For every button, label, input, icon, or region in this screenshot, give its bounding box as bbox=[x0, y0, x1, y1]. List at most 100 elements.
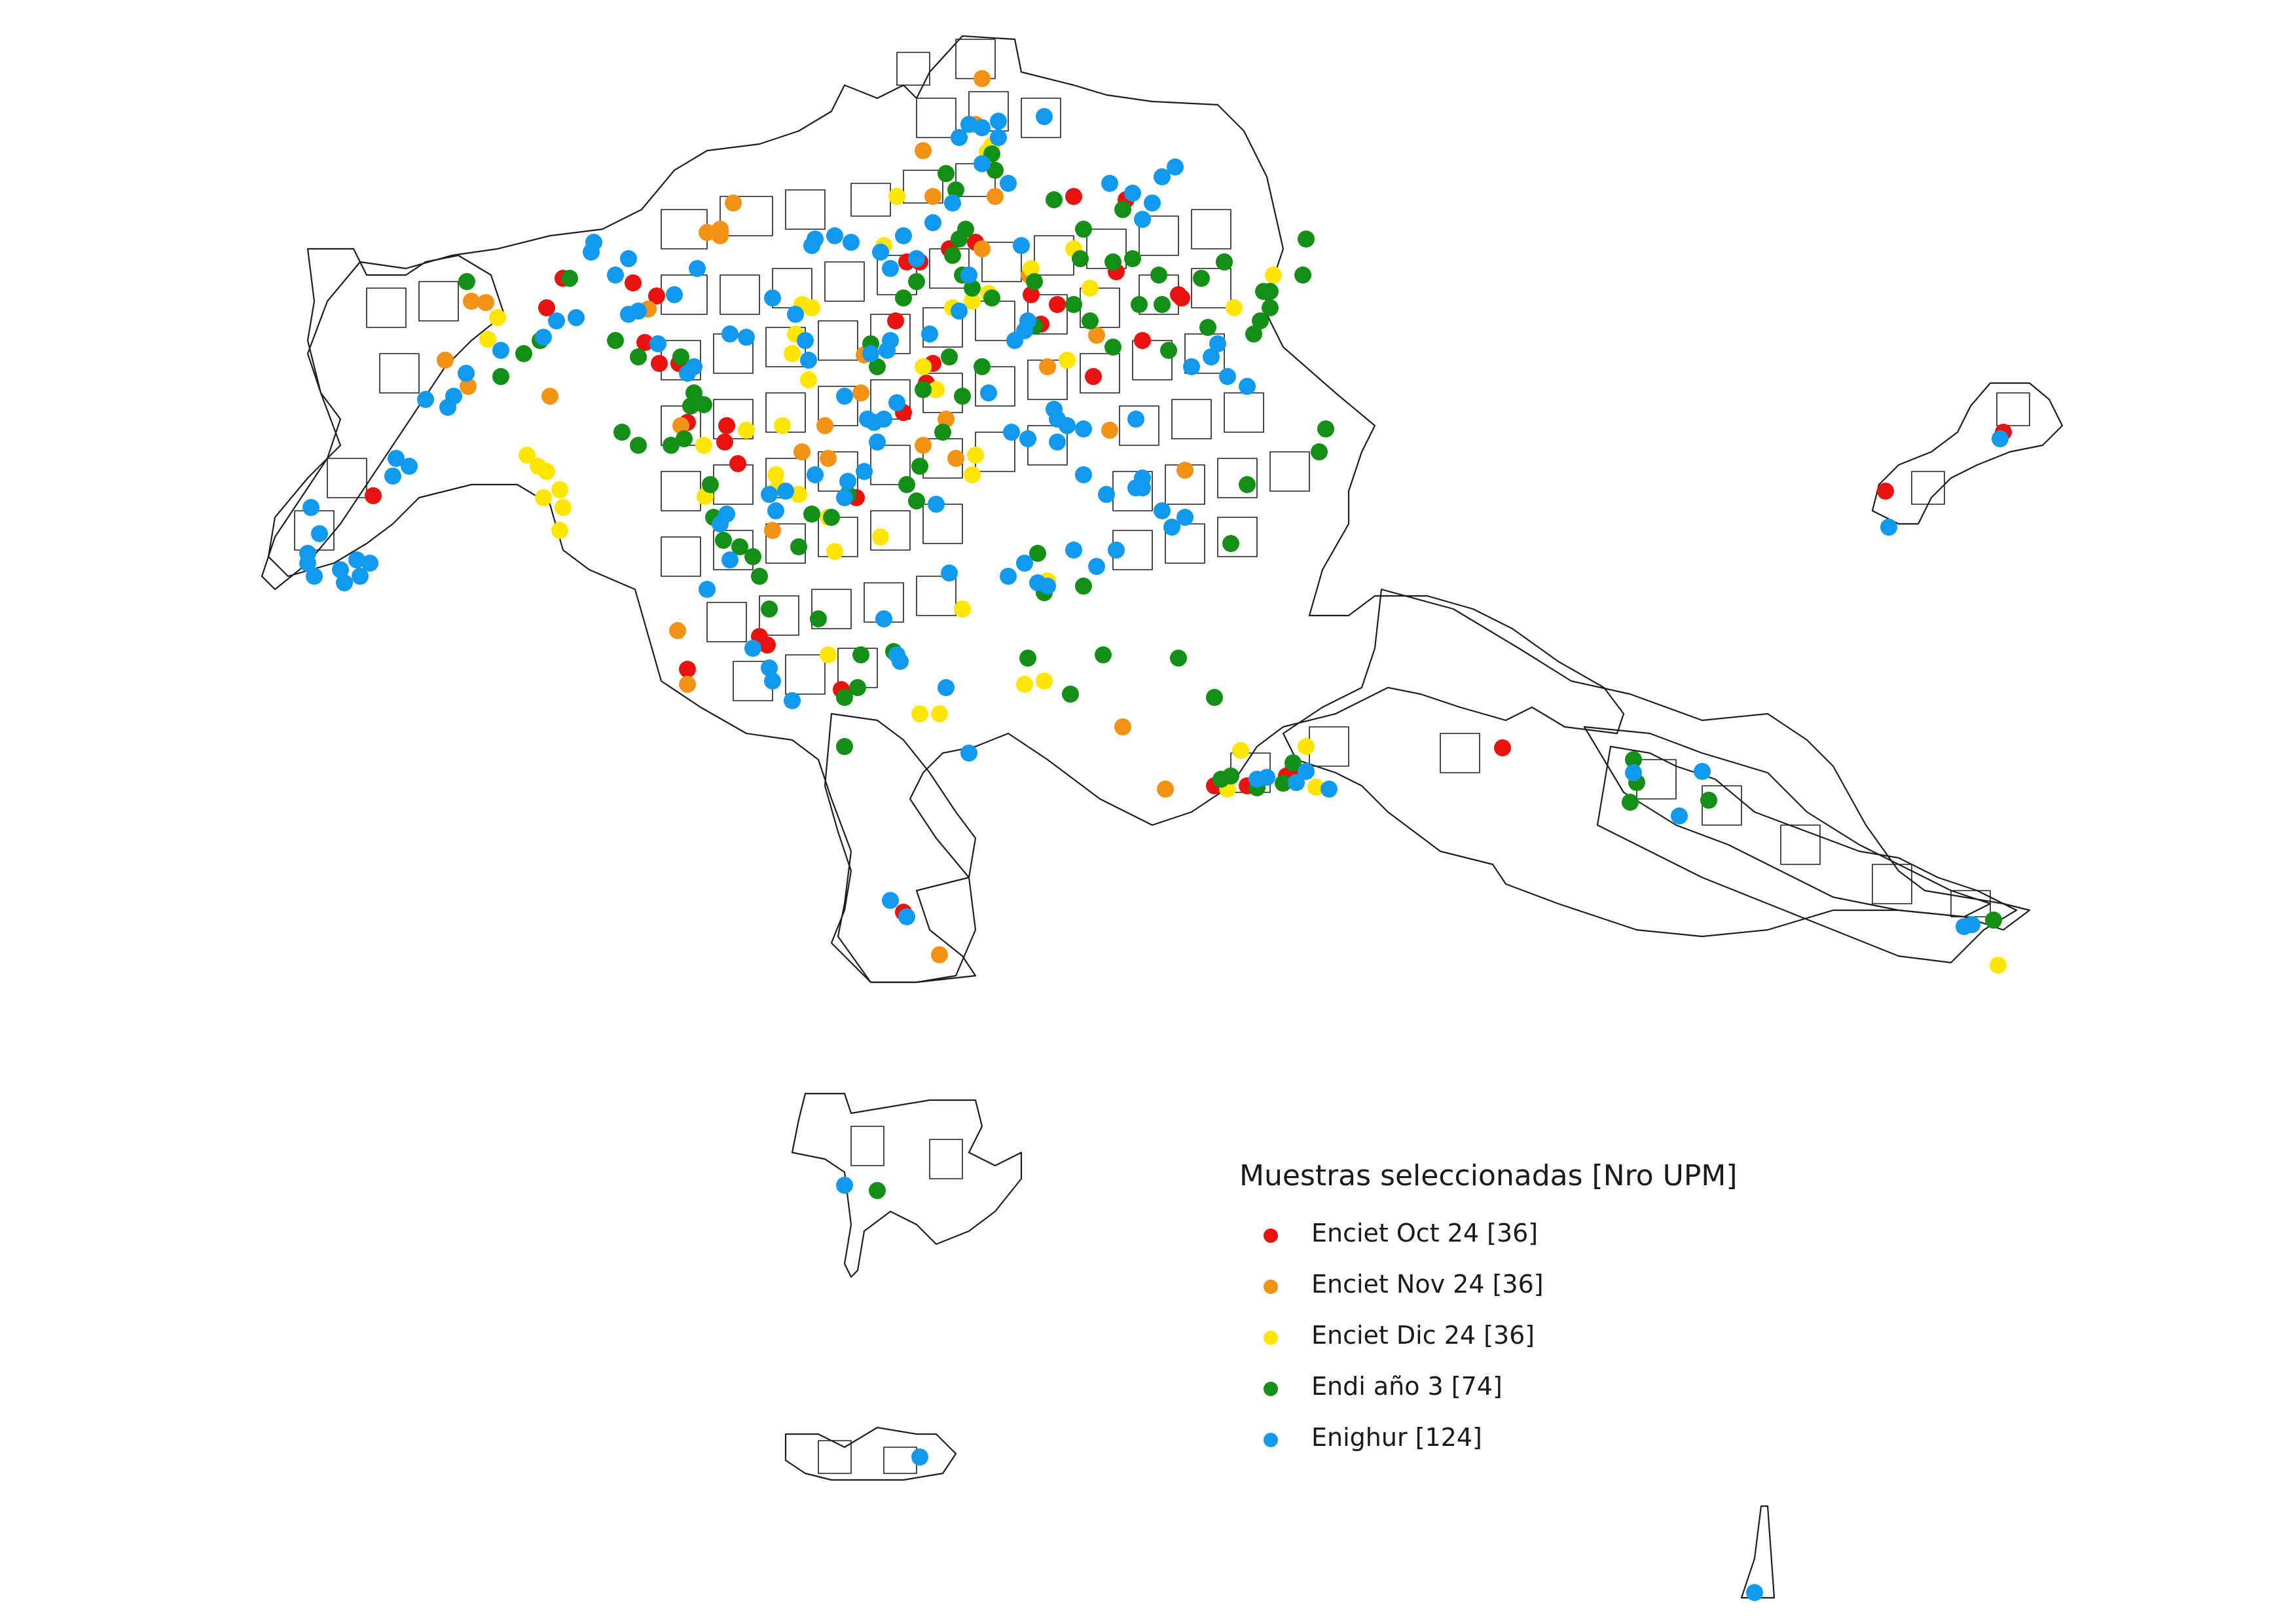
sample-point-enighur bbox=[685, 358, 702, 375]
sample-point-enighur bbox=[1101, 175, 1118, 192]
sample-point-enciet-oct bbox=[759, 637, 776, 654]
sample-point-enighur bbox=[744, 640, 761, 657]
sample-point-endi bbox=[944, 247, 961, 264]
sample-point-endi bbox=[1216, 253, 1233, 270]
sample-point-enighur bbox=[1154, 502, 1171, 519]
legend-label: Enciet Nov 24 [36] bbox=[1311, 1270, 1544, 1299]
sample-point-enighur bbox=[960, 267, 977, 284]
sample-point-endi bbox=[954, 388, 971, 405]
sample-point-enighur bbox=[862, 345, 879, 362]
sample-point-enighur bbox=[1625, 764, 1642, 781]
sample-point-enighur bbox=[1144, 194, 1161, 212]
sample-point-enighur bbox=[1298, 763, 1315, 780]
south-island-1 bbox=[791, 1092, 1023, 1278]
sample-point-enighur bbox=[784, 692, 801, 709]
sample-point-endi bbox=[898, 476, 915, 493]
sample-point-endi bbox=[938, 165, 955, 182]
sample-point-enighur bbox=[974, 119, 991, 136]
sample-point-enciet-oct bbox=[651, 355, 668, 372]
sample-point-enciet-nov bbox=[820, 450, 837, 467]
sample-point-enciet-dic bbox=[967, 447, 984, 464]
sample-point-enighur bbox=[1019, 430, 1036, 447]
sample-point-enciet-dic bbox=[774, 417, 791, 434]
sample-point-enciet-dic bbox=[738, 422, 755, 439]
sample-point-enciet-oct bbox=[365, 487, 382, 504]
sample-point-endi bbox=[1252, 312, 1269, 329]
sample-point-enciet-dic bbox=[555, 499, 572, 516]
sample-point-enighur bbox=[1075, 466, 1092, 483]
sample-point-enighur bbox=[787, 306, 804, 323]
sample-point-endi bbox=[1150, 267, 1167, 284]
sample-point-endi bbox=[1170, 650, 1187, 667]
sample-point-enciet-dic bbox=[888, 188, 905, 205]
eastern-corridor-2 bbox=[1583, 726, 1992, 918]
sample-point-enighur bbox=[898, 908, 915, 925]
sample-point-enciet-dic bbox=[820, 646, 837, 663]
sample-point-enighur bbox=[649, 335, 666, 352]
sample-point-endi bbox=[823, 509, 840, 526]
south-island-3 bbox=[1740, 1505, 1776, 1599]
legend-swatch-yellow bbox=[1264, 1331, 1278, 1345]
sample-point-enighur bbox=[836, 388, 853, 405]
sample-point-endi bbox=[1154, 296, 1171, 313]
sample-point-enighur bbox=[401, 458, 418, 475]
urban-area-outline bbox=[267, 35, 1625, 984]
sample-point-enciet-dic bbox=[826, 543, 843, 560]
sample-point-endi bbox=[1075, 578, 1092, 595]
sample-point-enighur bbox=[1098, 486, 1115, 503]
sample-point-enciet-dic bbox=[872, 528, 889, 545]
sample-point-enciet-nov bbox=[437, 352, 454, 369]
sample-point-enciet-dic bbox=[1232, 742, 1249, 759]
sample-point-enighur bbox=[721, 551, 738, 568]
sample-point-enighur bbox=[1134, 470, 1151, 487]
sample-point-enighur bbox=[1065, 542, 1082, 559]
sample-point-enciet-oct bbox=[1023, 286, 1040, 303]
sample-point-enciet-dic bbox=[1059, 352, 1076, 369]
sample-point-endi bbox=[1193, 270, 1210, 287]
sample-point-enighur bbox=[1992, 430, 2009, 447]
sample-point-endi bbox=[1019, 650, 1036, 667]
sample-point-enciet-nov bbox=[974, 240, 991, 257]
census-block-boundaries bbox=[261, 35, 2064, 1599]
sample-point-enighur bbox=[439, 399, 456, 416]
sample-point-enciet-dic bbox=[1016, 676, 1033, 693]
legend-swatch-blue bbox=[1264, 1433, 1278, 1447]
sample-point-enciet-nov bbox=[852, 384, 869, 401]
sample-point-enighur bbox=[1016, 555, 1033, 572]
sample-point-enighur bbox=[875, 411, 892, 428]
sample-point-enciet-nov bbox=[1114, 718, 1131, 735]
sample-point-enciet-nov bbox=[669, 622, 686, 639]
sample-point-enighur bbox=[1019, 312, 1036, 329]
sample-point-enighur bbox=[535, 329, 552, 346]
eastern-corridor bbox=[1282, 588, 2031, 938]
sample-point-enciet-nov bbox=[1088, 327, 1105, 344]
sample-point-enighur bbox=[761, 659, 778, 676]
legend-title: Muestras seleccionadas [Nro UPM] bbox=[1239, 1159, 1738, 1192]
sample-point-enciet-dic bbox=[1023, 260, 1040, 277]
sample-point-endi bbox=[1206, 689, 1223, 706]
sample-point-enighur bbox=[1088, 558, 1105, 575]
southern-appendix bbox=[824, 712, 977, 984]
sample-point-enighur bbox=[1694, 763, 1711, 780]
sample-point-enighur bbox=[974, 155, 991, 172]
sample-point-enighur bbox=[607, 267, 624, 284]
sample-point-enighur bbox=[1046, 401, 1063, 418]
sample-point-enighur bbox=[1321, 781, 1338, 798]
sample-point-enighur bbox=[306, 568, 323, 585]
sample-point-endi bbox=[1029, 545, 1046, 562]
sample-point-endi bbox=[1285, 754, 1302, 771]
sample-point-enciet-dic bbox=[1307, 779, 1324, 796]
sample-point-enciet-dic bbox=[954, 600, 971, 618]
sample-point-enighur bbox=[568, 309, 585, 326]
sample-point-endi bbox=[908, 492, 925, 509]
sample-point-enciet-oct bbox=[1049, 296, 1066, 313]
sample-point-enighur bbox=[888, 394, 905, 411]
legend-swatch-red bbox=[1264, 1228, 1278, 1243]
sample-point-endi bbox=[836, 738, 853, 755]
sample-point-enighur bbox=[1127, 411, 1144, 428]
sample-point-enighur bbox=[951, 129, 968, 146]
sample-point-enciet-nov bbox=[1101, 422, 1118, 439]
sample-point-enciet-dic bbox=[1990, 957, 2007, 974]
sample-point-enciet-nov bbox=[915, 142, 932, 159]
sample-point-enciet-nov bbox=[541, 388, 558, 405]
